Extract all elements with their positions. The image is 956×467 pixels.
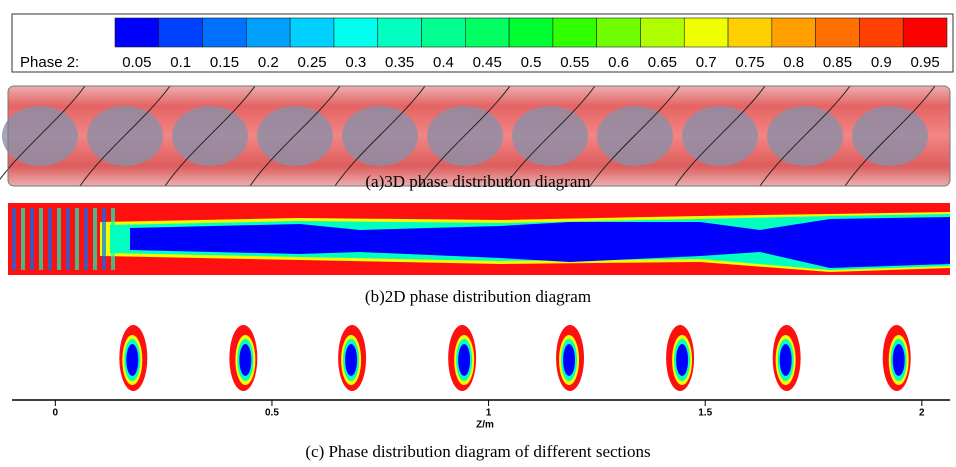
section-layer <box>893 344 905 376</box>
colorbar-tick-label: 0.65 <box>648 54 677 71</box>
colorbar-tick-label: 0.55 <box>560 54 589 71</box>
x-tick-label: 1 <box>486 408 492 419</box>
colorbar-swatch <box>859 18 903 47</box>
gas-core <box>427 106 503 166</box>
gas-core <box>2 106 78 166</box>
x-tick-label: 0 <box>53 408 59 419</box>
gas-core <box>342 106 418 166</box>
inlet-stripe <box>48 208 52 270</box>
section <box>666 325 694 391</box>
colorbar-swatch <box>246 18 290 47</box>
inlet-stripe <box>93 208 97 270</box>
colorbar-tick-label: 0.45 <box>473 54 502 71</box>
gas-core <box>172 106 248 166</box>
colorbar-tick-label: 0.9 <box>871 54 892 71</box>
colorbar-swatch <box>728 18 772 47</box>
inlet-stripe <box>30 208 34 270</box>
colorbar-tick-label: 0.35 <box>385 54 414 71</box>
inlet-stripe <box>84 208 88 270</box>
section <box>338 325 366 391</box>
colorbar-swatch <box>159 18 203 47</box>
colorbar-swatch <box>553 18 597 47</box>
colorbar-swatch <box>290 18 334 47</box>
gas-core <box>87 106 163 166</box>
section <box>119 325 147 391</box>
gas-core <box>682 106 758 166</box>
colorbar-swatch <box>115 18 159 47</box>
inlet-stripe <box>66 208 70 270</box>
gas-core <box>852 106 928 166</box>
section <box>448 325 476 391</box>
colorbar-swatch <box>816 18 860 47</box>
colorbar-swatch <box>422 18 466 47</box>
colorbar-swatch <box>509 18 553 47</box>
section-layer <box>676 344 688 376</box>
figure: Phase 2: 0.05 0.1 0.15 0.2 0.25 0.3 0.35 0.4 0.4… <box>0 0 956 467</box>
caption-c: (c) Phase distribution diagram of differ… <box>305 442 650 461</box>
colorbar-swatch <box>772 18 816 47</box>
section-layer <box>563 344 575 376</box>
colorbar-tick-label: 0.25 <box>297 54 326 71</box>
section <box>556 325 584 391</box>
section-layer <box>458 344 470 376</box>
colorbar-tick-label: 0.8 <box>783 54 804 71</box>
inlet-stripe <box>39 208 43 270</box>
gas-core <box>257 106 333 166</box>
colorbar-tick-label: 0.6 <box>608 54 629 71</box>
inlet-stripe <box>111 208 115 270</box>
gas-core <box>767 106 843 166</box>
x-tick-label: 0.5 <box>265 408 279 419</box>
colorbar-swatch <box>597 18 641 47</box>
colorbar-tick-label: 0.3 <box>345 54 366 71</box>
colorbar-tick-label: 0.05 <box>122 54 151 71</box>
colorbar-swatch <box>378 18 422 47</box>
section-layer <box>126 344 138 376</box>
colorbar-tick-label: 0.2 <box>258 54 279 71</box>
colorbar-swatch <box>203 18 247 47</box>
colorbar-tick-label: 0.75 <box>735 54 764 71</box>
colorbar-tick-label: 0.15 <box>210 54 239 71</box>
inlet-stripe <box>12 208 16 270</box>
section-layer <box>239 344 251 376</box>
colorbar-tick-label: 0.7 <box>696 54 717 71</box>
x-axis-label: Z/m <box>476 420 494 431</box>
colorbar-swatch <box>334 18 378 47</box>
gas-core <box>512 106 588 166</box>
colorbar-tick-label: 0.95 <box>911 54 940 71</box>
inlet-stripe <box>21 208 25 270</box>
section-layer <box>780 344 792 376</box>
colorbar-label: Phase 2: <box>20 54 79 71</box>
colorbar-swatch <box>903 18 947 47</box>
map-2d <box>8 203 950 275</box>
colorbar-swatch <box>465 18 509 47</box>
inlet-stripe <box>75 208 79 270</box>
section <box>773 325 801 391</box>
colorbar-swatch <box>684 18 728 47</box>
section-layer <box>345 344 357 376</box>
colorbar-swatch <box>640 18 684 47</box>
colorbar-tick-label: 0.85 <box>823 54 852 71</box>
section <box>883 325 911 391</box>
colorbar-tick-label: 0.4 <box>433 54 454 71</box>
x-tick-label: 1.5 <box>698 408 712 419</box>
x-tick-label: 2 <box>919 408 925 419</box>
inlet-stripe <box>102 208 106 270</box>
colorbar-tick-label: 0.1 <box>170 54 191 71</box>
caption-b: (b)2D phase distribution diagram <box>365 287 591 306</box>
caption-a: (a)3D phase distribution diagram <box>365 172 590 191</box>
colorbar-tick-label: 0.5 <box>521 54 542 71</box>
gas-core <box>597 106 673 166</box>
inlet-stripe <box>57 208 61 270</box>
section <box>229 325 257 391</box>
